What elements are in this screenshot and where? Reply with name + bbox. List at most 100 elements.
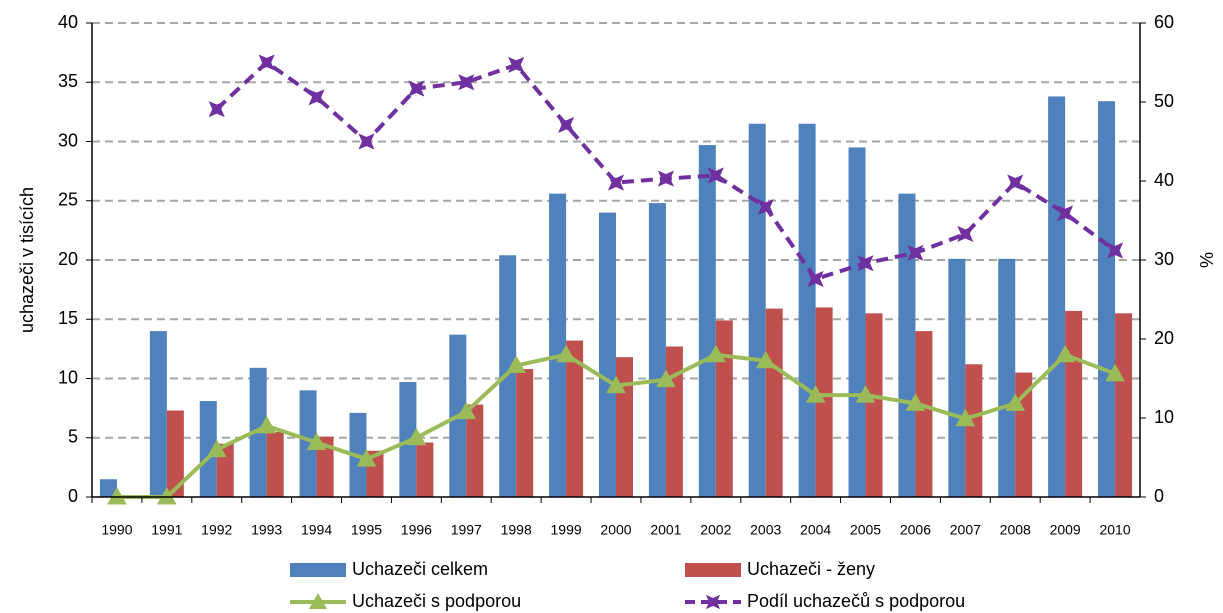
marker <box>408 80 425 97</box>
bar <box>499 255 517 497</box>
marker <box>1057 205 1074 222</box>
marker <box>206 439 227 458</box>
y-tick-label: 5 <box>68 427 78 447</box>
x-tick-label: 2005 <box>850 522 881 538</box>
bar <box>915 331 933 497</box>
y-axis-label: uchazeči v tisících <box>17 187 37 333</box>
legend-marker <box>705 594 721 610</box>
marker <box>955 408 976 427</box>
marker <box>256 415 277 434</box>
bar <box>99 479 117 497</box>
marker <box>258 54 275 71</box>
bar <box>466 404 484 497</box>
marker <box>1105 363 1125 382</box>
marker <box>306 432 327 450</box>
marker <box>356 449 377 467</box>
bar <box>1048 96 1066 497</box>
marker <box>656 369 676 388</box>
bar <box>516 369 534 497</box>
x-tick-label: 2007 <box>950 522 981 538</box>
bar <box>616 357 633 497</box>
marker <box>1007 174 1024 191</box>
bar <box>199 401 217 497</box>
x-tick-label: 1999 <box>551 522 582 538</box>
bar <box>299 390 317 497</box>
marker <box>456 401 477 420</box>
marker <box>508 56 525 73</box>
marker <box>855 385 876 403</box>
bar <box>166 410 184 497</box>
marker <box>157 486 177 505</box>
marker <box>1055 344 1075 363</box>
marker <box>506 355 527 373</box>
legend-swatch <box>685 563 741 577</box>
marker <box>558 116 575 133</box>
y-tick-label: 20 <box>58 249 78 269</box>
legend-label: Uchazeči celkem <box>352 559 488 579</box>
marker <box>907 244 924 261</box>
x-tick-label: 1992 <box>201 522 232 538</box>
x-tick-label: 1990 <box>101 522 132 538</box>
bar <box>266 431 284 497</box>
bar <box>698 145 716 497</box>
bar <box>1098 101 1116 498</box>
bar <box>865 313 883 497</box>
marker <box>208 101 225 118</box>
marker <box>805 385 826 403</box>
marker <box>807 270 824 287</box>
marker <box>857 255 874 272</box>
y-tick-label: 10 <box>58 367 78 387</box>
bar <box>1065 310 1083 497</box>
bar <box>599 212 616 497</box>
y2-tick-label: 10 <box>1154 407 1174 427</box>
marker <box>607 174 625 191</box>
y2-tick-label: 0 <box>1154 486 1164 506</box>
marker <box>458 74 475 91</box>
bar <box>648 203 666 497</box>
bar <box>416 442 434 497</box>
marker <box>707 167 724 184</box>
x-tick-label: 1993 <box>251 522 282 538</box>
marker <box>308 89 325 106</box>
legend-marker <box>309 593 327 609</box>
x-tick-label: 1991 <box>151 522 182 538</box>
x-tick-label: 2009 <box>1050 522 1081 538</box>
y2-axis-label: % <box>1197 252 1217 268</box>
legend-label: Uchazeči - ženy <box>747 559 875 579</box>
legend-label: Uchazeči s podporou <box>352 591 521 611</box>
marker <box>358 133 375 150</box>
y2-tick-label: 50 <box>1154 91 1174 111</box>
x-tick-label: 2010 <box>1099 522 1130 538</box>
bar <box>748 123 766 497</box>
marker <box>606 375 626 394</box>
x-tick-label: 2008 <box>1000 522 1031 538</box>
bar <box>149 331 167 497</box>
y-tick-label: 35 <box>58 71 78 91</box>
y-tick-label: 0 <box>68 486 78 506</box>
marker <box>657 170 674 187</box>
marker <box>905 393 926 411</box>
x-tick-label: 2000 <box>600 522 631 538</box>
bar <box>848 147 866 498</box>
bar <box>715 320 733 497</box>
bar <box>566 340 584 497</box>
marker <box>107 486 127 505</box>
marker <box>705 344 726 363</box>
x-tick-label: 2006 <box>900 522 931 538</box>
x-tick-label: 1995 <box>351 522 382 538</box>
y-tick-label: 30 <box>58 130 78 150</box>
marker <box>755 350 776 369</box>
y2-tick-label: 30 <box>1154 249 1174 269</box>
x-tick-label: 2001 <box>650 522 681 538</box>
marker <box>556 344 576 363</box>
bar <box>898 193 916 497</box>
marker <box>957 225 974 242</box>
x-tick-label: 2002 <box>700 522 731 538</box>
x-tick-label: 1997 <box>451 522 482 538</box>
x-tick-label: 2004 <box>800 522 831 538</box>
legend-swatch <box>290 563 346 577</box>
y2-tick-label: 20 <box>1154 328 1174 348</box>
bar <box>549 193 567 497</box>
marker <box>757 199 774 216</box>
